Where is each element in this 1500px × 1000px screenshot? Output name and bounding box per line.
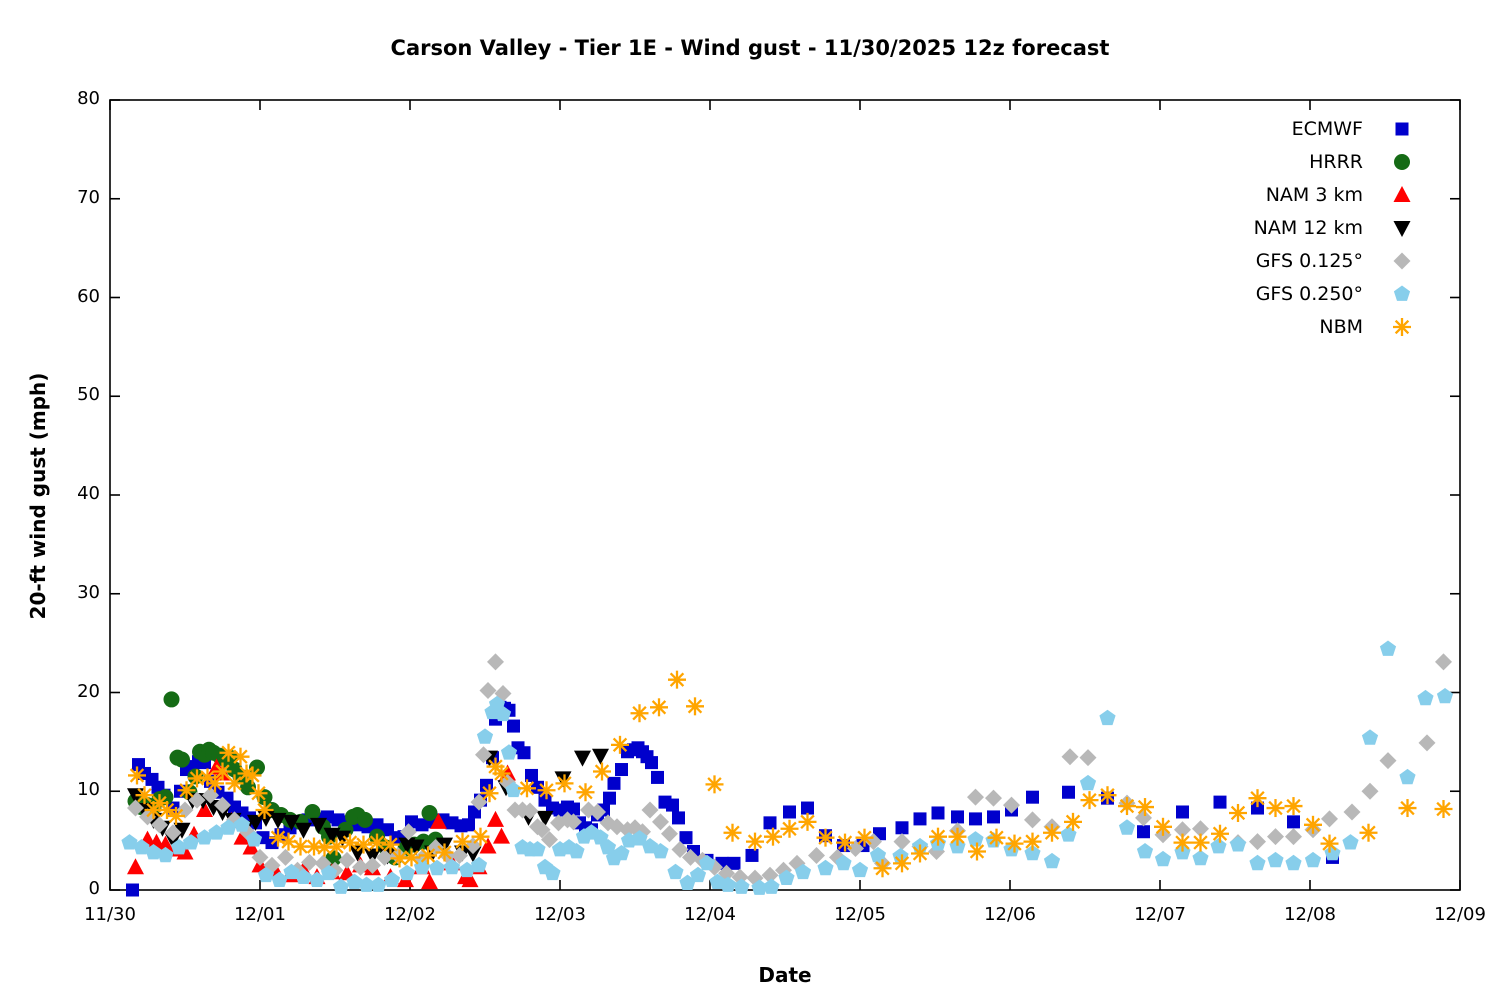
y-tick-label: 70 <box>77 186 100 208</box>
y-tick-label: 60 <box>77 285 100 307</box>
legend-item-label: NAM 12 km <box>1253 216 1363 239</box>
legend-item: NAM 12 km <box>1254 211 1414 244</box>
y-tick-label: 10 <box>77 779 100 801</box>
legend-item-label: GFS 0.125° <box>1255 249 1363 272</box>
legend-item-label: ECMWF <box>1291 117 1363 140</box>
x-tick-label: 12/07 <box>1134 904 1186 925</box>
diamond-legend-icon <box>1393 252 1411 269</box>
y-tick-label: 50 <box>77 384 100 406</box>
legend-item: GFS 0.125° <box>1254 244 1414 277</box>
x-tick-label: 12/06 <box>984 904 1036 925</box>
x-tick-label: 12/02 <box>384 904 436 925</box>
x-tick-label: 12/03 <box>534 904 586 925</box>
y-tick-label: 40 <box>77 483 100 504</box>
triangle-up-legend-icon <box>1393 185 1411 202</box>
legend-item: NBM <box>1254 310 1414 343</box>
y-tick-label: 20 <box>77 680 100 702</box>
y-tick-label: 80 <box>77 88 100 109</box>
legend-item-label: NAM 3 km <box>1265 183 1363 206</box>
legend-item-label: NBM <box>1319 315 1363 338</box>
x-tick-label: 12/04 <box>684 904 736 925</box>
legend-item-label: HRRR <box>1309 150 1363 173</box>
legend-item: HRRR <box>1254 145 1414 178</box>
x-tick-label: 12/09 <box>1434 904 1486 925</box>
filled-square-legend-icon <box>1395 122 1409 135</box>
legend-item: NAM 3 km <box>1254 178 1414 211</box>
x-tick-label: 12/08 <box>1284 904 1336 925</box>
series-gfs-0-125- <box>127 653 1452 887</box>
legend-item: GFS 0.250° <box>1254 277 1414 310</box>
legend-item-label: GFS 0.250° <box>1255 282 1363 305</box>
pentagon-legend-icon <box>1393 285 1411 301</box>
legend-item: ECMWF <box>1254 112 1414 145</box>
x-tick-label: 11/30 <box>84 904 136 925</box>
y-tick-label: 30 <box>77 581 100 603</box>
filled-circle-legend-icon <box>1394 153 1410 170</box>
x-tick-label: 12/01 <box>234 904 286 925</box>
y-tick-label: 0 <box>88 878 100 899</box>
chart-title: Carson Valley - Tier 1E - Wind gust - 11… <box>390 36 1110 60</box>
x-axis-label: Date <box>758 963 812 987</box>
triangle-down-legend-icon <box>1393 220 1411 237</box>
legend: ECMWF HRRR NAM 3 km NAM 12 km GFS 0.125° GFS … <box>1254 112 1414 343</box>
series-nbm <box>128 670 1453 878</box>
x-tick-label: 12/05 <box>834 904 886 925</box>
asterisk-legend-icon <box>1393 317 1411 336</box>
